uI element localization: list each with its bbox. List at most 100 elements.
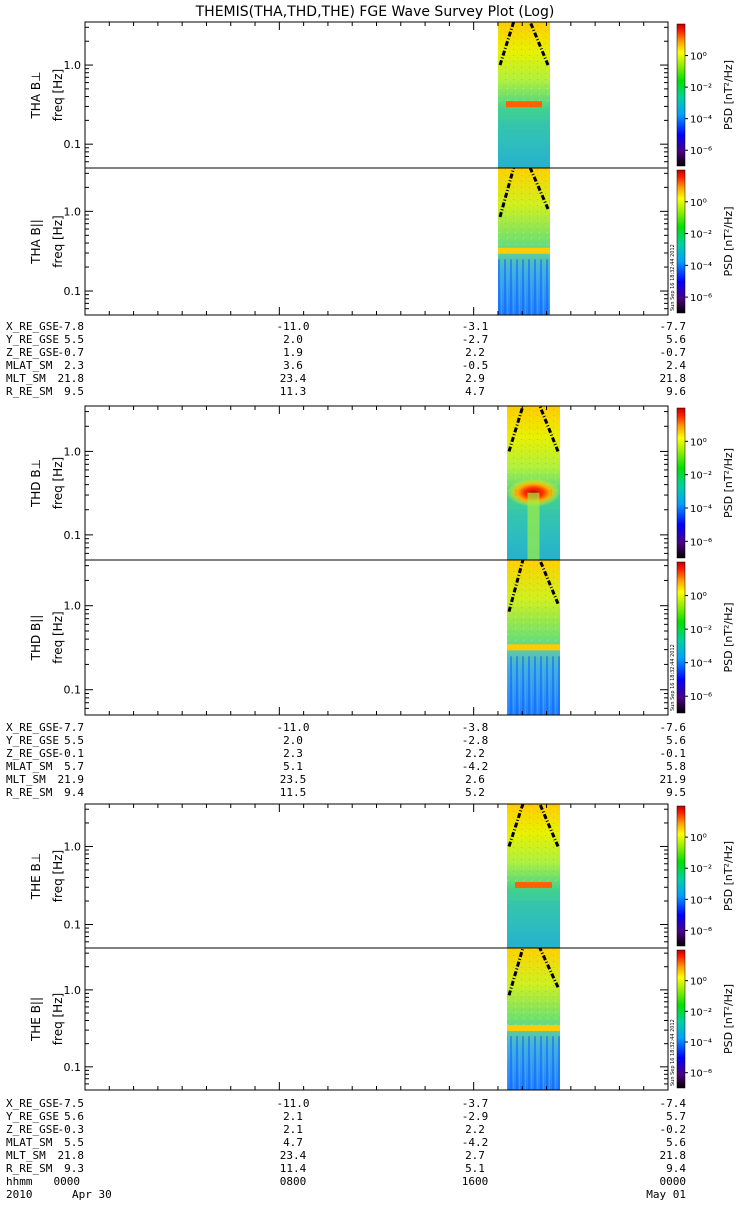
colorbar-tick-label: 10⁻⁴ [690, 504, 712, 515]
ephemeris-value: -2.7 [462, 333, 489, 346]
ephemeris-value: 5.5 [64, 1136, 84, 1149]
colorbar [676, 23, 686, 167]
colorbar-tick-label: 10⁻⁶ [690, 926, 712, 937]
ephemeris-value: 9.4 [64, 786, 84, 799]
freq-tick-label: 1.0 [64, 600, 82, 613]
freq-axis-label: freq [Hz] [51, 850, 65, 902]
hhmm-label: hhmm [6, 1175, 33, 1188]
ephemeris-tha: X_RE_GSE-7.8 -11.0 -3.1 -7.7 Y_RE_GSE 5.5 2.0 -… [6, 320, 686, 398]
colorbar-tick-label: 10⁻⁶ [690, 692, 712, 703]
ephemeris-value: -0.7 [660, 346, 687, 359]
spectrogram-stripes [498, 259, 550, 315]
colorbar-tick-label: 10⁻⁶ [690, 293, 712, 304]
colorbar-label: PSD [nT²/Hz] [722, 206, 735, 276]
boundary-line-left [507, 803, 525, 847]
ephemeris-value: 5.1 [465, 1162, 485, 1175]
time-tick-label: 1600 [462, 1175, 489, 1188]
ephemeris-label: R_RE_SM [6, 385, 53, 398]
spectrogram-noise [507, 406, 560, 491]
colorbar-label: PSD [nT²/Hz] [722, 60, 735, 130]
colorbar-tick-label: 10⁻² [690, 230, 712, 241]
boundary-line-right [528, 21, 550, 66]
boundary-line-right [538, 405, 560, 452]
ephemeris-value: 2.4 [666, 359, 686, 372]
ephemeris-value: 11.5 [280, 786, 307, 799]
panel-frame [84, 559, 669, 716]
ephemeris-value: 2.1 [283, 1123, 303, 1136]
boundary-line-right [528, 167, 550, 210]
freq-axis-label: freq [Hz] [51, 69, 65, 121]
spectrogram-panel-tha-par: 1.0 0.1 THA B|| freq [Hz] 10⁰ 10⁻² 10⁻⁴ 10⁻⁶ PSD… [29, 167, 735, 316]
time-ticks-top [84, 406, 669, 414]
ephemeris-label: MLT_SM [6, 1149, 46, 1162]
ephemeris-value: -3.1 [462, 320, 489, 333]
boundary-line-right [538, 559, 560, 605]
wave-column [527, 492, 540, 560]
colorbar [676, 805, 686, 947]
freq-tick-label: 0.1 [64, 529, 82, 542]
ephemeris-value: 21.8 [660, 372, 687, 385]
ephemeris-value: 21.9 [58, 773, 85, 786]
ephemeris-value: -7.4 [660, 1097, 687, 1110]
ephemeris-value: 11.3 [280, 385, 307, 398]
ephemeris-value: 3.6 [283, 359, 303, 372]
ephemeris-value: -3.7 [462, 1097, 489, 1110]
boundary-line-left [498, 167, 516, 218]
colorbar [676, 407, 686, 559]
ephemeris-value: 5.5 [64, 333, 84, 346]
ephemeris-value: 21.9 [660, 773, 687, 786]
ephemeris-label: Y_RE_GSE [6, 1110, 59, 1123]
boundary-line-right [538, 947, 560, 988]
ephemeris-value: -7.7 [58, 721, 85, 734]
ephemeris-label: MLAT_SM [6, 760, 53, 773]
ephemeris-value: 4.7 [283, 1136, 303, 1149]
panel-frame [84, 947, 669, 1091]
colorbar-tick-label: 10⁻⁴ [690, 1038, 712, 1049]
panel-frame [84, 21, 669, 169]
panel-frame [84, 167, 669, 316]
ephemeris-value: 23.5 [280, 773, 307, 786]
colorbar-tick-label: 10⁰ [690, 437, 707, 448]
ephemeris-value: -0.1 [58, 747, 85, 760]
ephemeris-thd: X_RE_GSE-7.7 -11.0 -3.8 -7.6 Y_RE_GSE 5.5 2.0 -… [6, 721, 686, 799]
ephemeris-value: -0.3 [58, 1123, 85, 1136]
panel-label: THD B⊥ [29, 459, 43, 508]
ephemeris-value: 21.8 [58, 1149, 85, 1162]
ephemeris-value: 2.2 [465, 1123, 485, 1136]
ephemeris-value: -7.8 [58, 320, 85, 333]
boundary-line-left [507, 405, 525, 452]
panel-group: 1.0 0.1 THA B⊥ freq [Hz] 10⁰ 10⁻² 10⁻⁴ 10⁻⁶ PSD … [29, 21, 735, 1091]
freq-tick-label: 1.0 [64, 984, 82, 997]
ephemeris-value: -7.6 [660, 721, 687, 734]
ephemeris-value: -0.2 [660, 1123, 687, 1136]
panel-frame [84, 803, 669, 949]
ephemeris-value: 5.6 [666, 333, 686, 346]
colorbar-tick-label: 10⁻² [690, 83, 712, 94]
ephemeris-value: 1.9 [283, 346, 303, 359]
freq-axis-label: freq [Hz] [51, 215, 65, 267]
freq-tick-label: 0.1 [64, 285, 82, 298]
ephemeris-label: MLT_SM [6, 773, 46, 786]
freq-tick-label: 0.1 [64, 1061, 82, 1074]
ephemeris-value: 2.3 [283, 747, 303, 760]
ephemeris-value: 9.5 [64, 385, 84, 398]
freq-tick-label: 1.0 [64, 59, 82, 72]
ephemeris-the: X_RE_GSE-7.5 -11.0 -3.7 -7.4 Y_RE_GSE 5.6 2.1 -… [6, 1097, 686, 1175]
wave-band [506, 101, 542, 108]
timestamp-strip [669, 993, 675, 1087]
timestamp-strip [669, 213, 675, 312]
boundary-line-right [538, 803, 560, 848]
ephemeris-value: 9.6 [666, 385, 686, 398]
spectrogram-noise [507, 560, 560, 646]
colorbar-tick-label: 10⁻⁶ [690, 146, 712, 157]
time-tick-label: 0000 [660, 1175, 687, 1188]
ephemeris-value: 11.4 [280, 1162, 307, 1175]
colorbar-tick-label: 10⁻⁴ [690, 115, 712, 126]
ephemeris-label: Z_RE_GSE [6, 1123, 59, 1136]
colorbar-tick-label: 10⁰ [690, 833, 707, 844]
ephemeris-value: 5.5 [64, 734, 84, 747]
freq-tick-label: 1.0 [64, 840, 82, 853]
timestamp-strip [669, 605, 675, 712]
panel-label: THA B⊥ [29, 71, 43, 119]
